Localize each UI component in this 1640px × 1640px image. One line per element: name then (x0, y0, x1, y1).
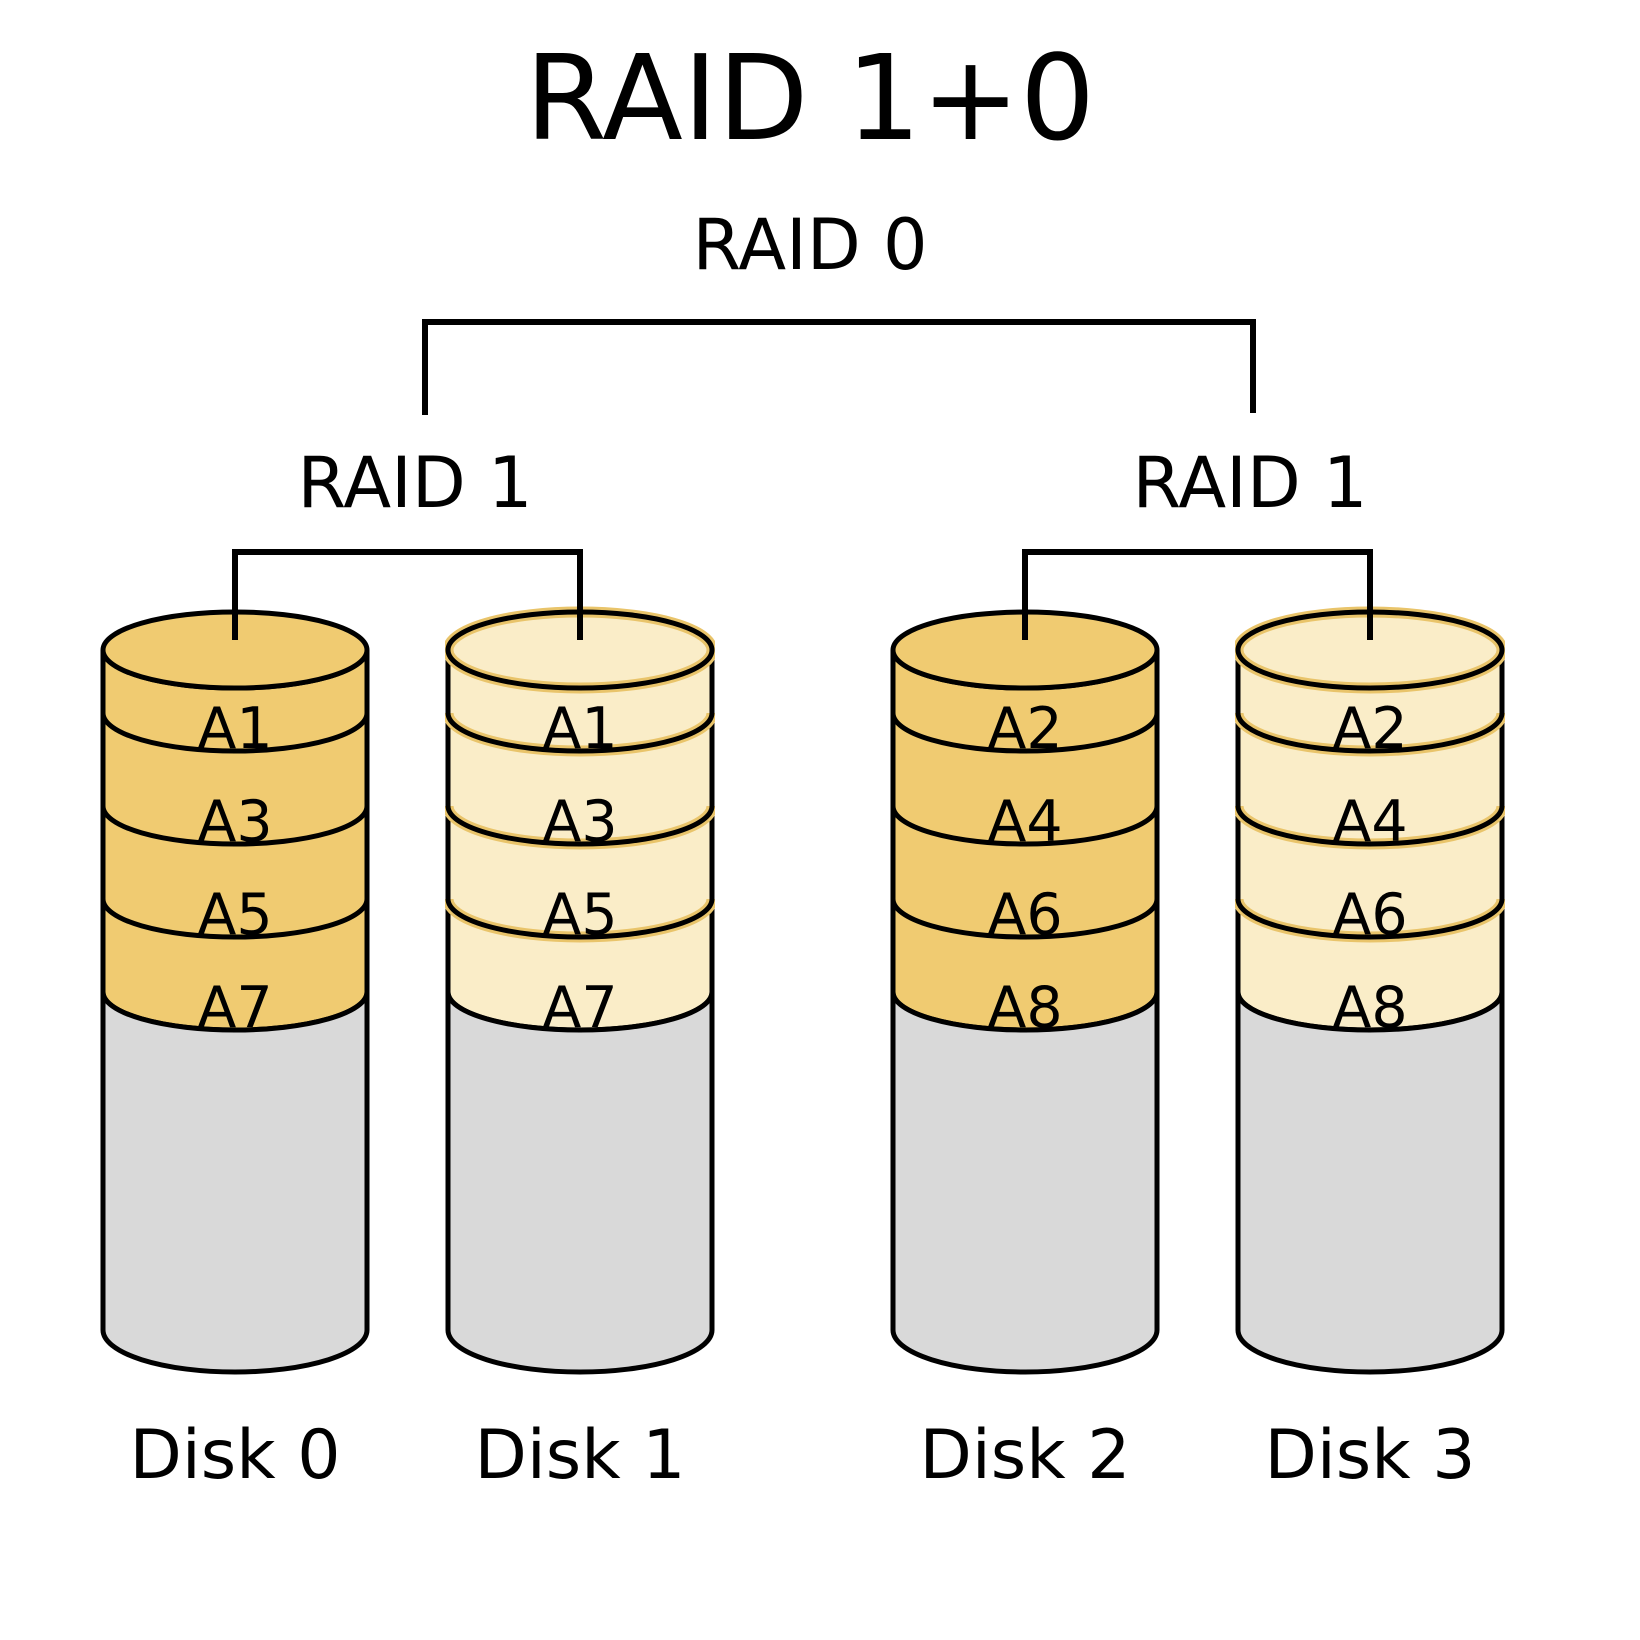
diagram-title: RAID 1+0 (524, 29, 1096, 167)
raid1-left-bracket-connector (232, 549, 583, 640)
block-label: A1 (542, 696, 617, 762)
block-label: A8 (987, 975, 1062, 1041)
disk-top-ellipse (893, 612, 1157, 688)
block-label: A2 (1332, 696, 1407, 762)
disk-top-ellipse (1238, 612, 1502, 688)
block-label: A5 (542, 882, 617, 948)
raid1-right-bracket-connector (1022, 549, 1373, 640)
raid1-left-label: RAID 1 (297, 442, 533, 524)
band-separator-arc (100, 898, 370, 940)
band-separator-arc (445, 898, 715, 940)
band-separator-arc (1235, 712, 1505, 754)
disk-2-cylinder: A2 A4 A6 A8 (890, 609, 1160, 1375)
band-separator-arc (445, 712, 715, 754)
disk-0-name-label: Disk 0 (129, 1416, 341, 1495)
disk-unused-region (1235, 991, 1505, 1375)
disk-3-name-label: Disk 3 (1264, 1416, 1476, 1495)
disk-unused-region (890, 991, 1160, 1375)
disk-top-ellipse (103, 612, 367, 688)
disk-3-cylinder: A2 A4 A6 A8 (1235, 606, 1505, 1375)
block-label: A1 (197, 696, 272, 762)
band-separator-arc (100, 712, 370, 754)
band-separator-arc (445, 805, 715, 847)
block-label: A8 (1332, 975, 1407, 1041)
disk-unused-region (445, 991, 715, 1375)
block-label: A3 (542, 789, 617, 855)
block-label: A6 (1332, 882, 1407, 948)
block-label: A7 (542, 975, 617, 1041)
band-separator-arc (890, 712, 1160, 754)
band-separator-arc (100, 805, 370, 847)
block-label: A3 (197, 789, 272, 855)
block-label: A6 (987, 882, 1062, 948)
disk-2-name-label: Disk 2 (919, 1416, 1131, 1495)
block-label: A7 (197, 975, 272, 1041)
disk-1-cylinder: A1 A3 A5 A7 (445, 606, 715, 1375)
block-label: A5 (197, 882, 272, 948)
band-separator-arc (890, 805, 1160, 847)
block-label: A4 (987, 789, 1062, 855)
block-label: A2 (987, 696, 1062, 762)
raid0-label: RAID 0 (692, 204, 928, 286)
raid0-bracket-connector (422, 319, 1256, 415)
disk-top-ellipse (448, 612, 712, 688)
band-separator-arc (1235, 805, 1505, 847)
disk-1-name-label: Disk 1 (474, 1416, 686, 1495)
raid1-right-label: RAID 1 (1132, 442, 1368, 524)
disk-unused-region (100, 991, 370, 1375)
band-separator-arc (890, 898, 1160, 940)
block-label: A4 (1332, 789, 1407, 855)
band-separator-arc (1235, 898, 1505, 940)
